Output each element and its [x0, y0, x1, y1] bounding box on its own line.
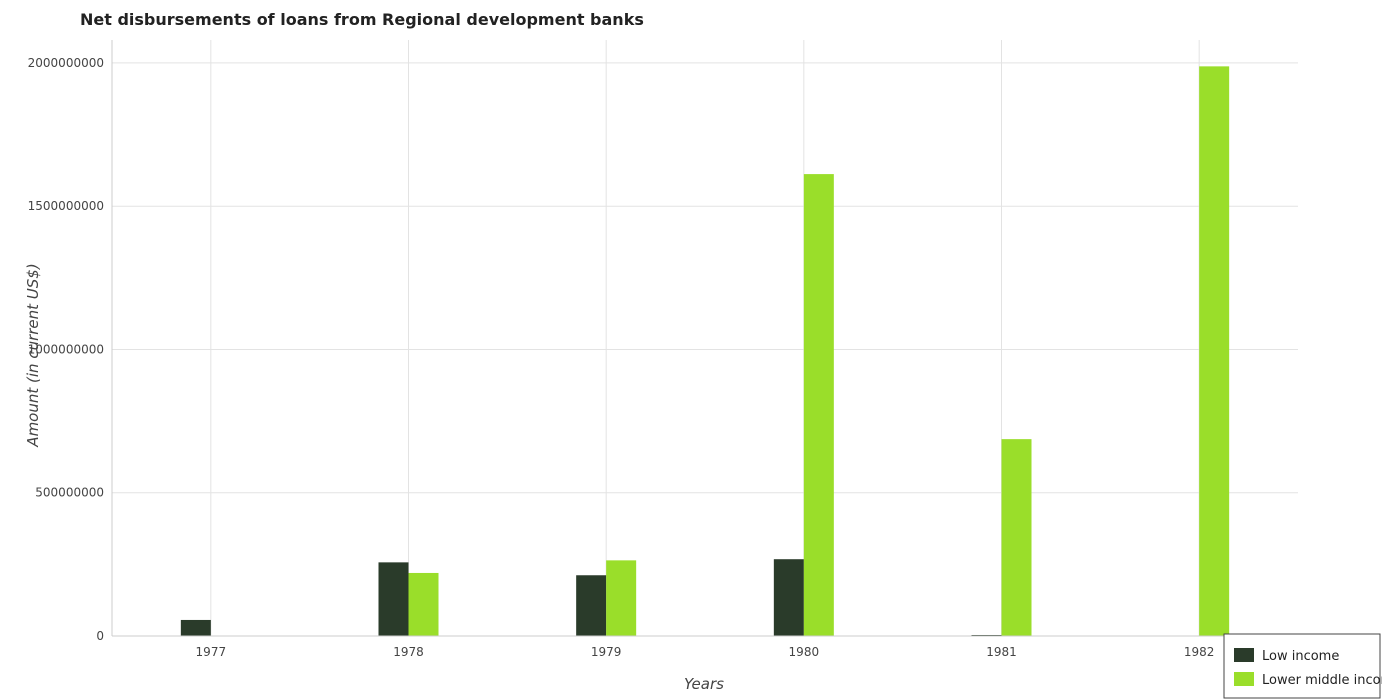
legend: Low income Lower middle income	[1223, 633, 1382, 699]
legend-swatch	[1234, 648, 1254, 662]
legend-label: Lower middle income	[1262, 673, 1382, 688]
y-tick-label: 2000000000	[28, 56, 104, 70]
x-tick-label: 1978	[393, 645, 424, 659]
bar-low-income-1977	[180, 619, 211, 636]
y-tick-label: 500000000	[35, 486, 104, 500]
x-tick-label: 1977	[196, 645, 227, 659]
y-axis-label: Amount (in current US$)	[24, 263, 42, 447]
bar-low-income-1980	[773, 559, 804, 636]
bar-lower-middle-income-1982	[1199, 66, 1230, 636]
axes	[111, 40, 1298, 637]
bar-lower-middle-income-1980	[803, 174, 834, 636]
legend-label: Low income	[1262, 649, 1339, 664]
y-tick-label: 1500000000	[28, 199, 104, 213]
x-tick-label: 1982	[1184, 645, 1215, 659]
bar-low-income-1979	[576, 575, 607, 636]
bars	[180, 66, 1230, 636]
bar-lower-middle-income-1978	[408, 572, 439, 636]
tick-labels: 0 500000000 1000000000 1500000000 2000000000…	[28, 56, 1215, 659]
y-tick-label: 0	[96, 629, 104, 643]
bar-lower-middle-income-1979	[606, 560, 637, 636]
bar-low-income-1978	[378, 562, 409, 636]
legend-swatch	[1234, 672, 1254, 686]
x-tick-label: 1981	[986, 645, 1017, 659]
x-tick-label: 1980	[789, 645, 820, 659]
x-tick-label: 1979	[591, 645, 622, 659]
bar-low-income-1981	[971, 634, 1002, 636]
x-axis-label: Years	[684, 675, 724, 693]
legend-box	[1223, 633, 1381, 699]
chart-title: Net disbursements of loans from Regional…	[80, 10, 644, 29]
bar-lower-middle-income-1981	[1001, 439, 1032, 636]
grid	[112, 40, 1298, 637]
y-tick-label: 1000000000	[28, 342, 104, 356]
